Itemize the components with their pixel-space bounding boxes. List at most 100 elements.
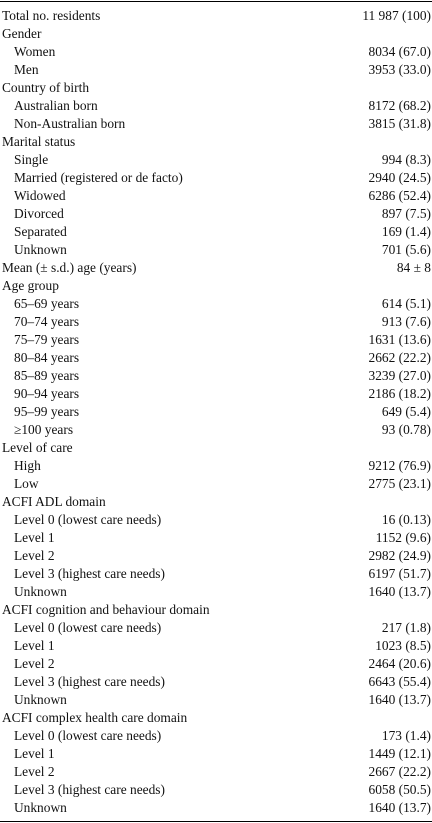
- row-label: Level 1: [14, 638, 55, 653]
- row-value: 1023 (8.5): [375, 638, 431, 653]
- row-label: Level 0 (lowest care needs): [14, 620, 162, 635]
- row-value: 1631 (13.6): [368, 332, 431, 347]
- row-value: 2464 (20.6): [368, 656, 431, 671]
- row-value: 2940 (24.5): [368, 170, 431, 185]
- row-label: Level of care: [2, 440, 73, 455]
- row-label: 70–74 years: [14, 314, 80, 329]
- table-row: Level 1 1449 (12.1): [0, 745, 432, 763]
- row-value: 93 (0.78): [381, 422, 431, 437]
- table-section-heading: Gender: [0, 25, 432, 43]
- row-label: Marital status: [2, 134, 76, 149]
- table-section-heading: ACFI complex health care domain: [0, 709, 432, 727]
- table-row: Level 2 2982 (24.9): [0, 547, 432, 565]
- table-row: Widowed 6286 (52.4): [0, 187, 432, 205]
- row-value: 701 (5.6): [381, 242, 431, 257]
- table-section-heading: Marital status: [0, 133, 432, 151]
- row-value: 9212 (76.9): [368, 458, 431, 473]
- row-value: 11 987 (100): [362, 8, 431, 23]
- row-label: ≥100 years: [14, 422, 74, 437]
- table-row: ≥100 years 93 (0.78): [0, 421, 432, 439]
- table-row: Level 1 1152 (9.6): [0, 529, 432, 547]
- row-value: 1152 (9.6): [375, 530, 431, 545]
- table-row: Divorced 897 (7.5): [0, 205, 432, 223]
- table-row: Mean (± s.d.) age (years) 84 ± 8: [0, 259, 432, 277]
- row-label: Unknown: [14, 584, 67, 599]
- row-value: 614 (5.1): [381, 296, 431, 311]
- row-value: 2667 (22.2): [368, 764, 431, 779]
- row-label: Age group: [2, 278, 59, 293]
- table-row: 65–69 years 614 (5.1): [0, 295, 432, 313]
- row-value: 3239 (27.0): [368, 368, 431, 383]
- row-label: ACFI cognition and behaviour domain: [2, 602, 210, 617]
- row-label: High: [14, 458, 41, 473]
- row-label: Level 3 (highest care needs): [14, 566, 165, 581]
- table-row: Non-Australian born 3815 (31.8): [0, 115, 432, 133]
- row-label: Country of birth: [2, 80, 90, 95]
- row-value: 2982 (24.9): [368, 548, 431, 563]
- table-row: Level 3 (highest care needs) 6197 (51.7): [0, 565, 432, 583]
- row-label: Level 1: [14, 530, 55, 545]
- row-label: 65–69 years: [14, 296, 80, 311]
- table-row: 80–84 years 2662 (22.2): [0, 349, 432, 367]
- row-value: 84 ± 8: [396, 260, 431, 275]
- row-label: ACFI ADL domain: [2, 494, 106, 509]
- row-label: ACFI complex health care domain: [2, 710, 188, 725]
- row-value: 6197 (51.7): [368, 566, 431, 581]
- table-row: Unknown 1640 (13.7): [0, 583, 432, 601]
- row-label: Low: [14, 476, 39, 491]
- bottom-rule: [0, 821, 432, 822]
- row-label: Divorced: [14, 206, 64, 221]
- table-section-heading: Country of birth: [0, 79, 432, 97]
- row-label: Level 0 (lowest care needs): [14, 728, 162, 743]
- table-section-heading: ACFI cognition and behaviour domain: [0, 601, 432, 619]
- row-label: Single: [14, 152, 49, 167]
- table-row: 95–99 years 649 (5.4): [0, 403, 432, 421]
- row-value: 2186 (18.2): [368, 386, 431, 401]
- table-body: Total no. residents 11 987 (100) Gender Wom…: [0, 7, 432, 817]
- table-row: Level 1 1023 (8.5): [0, 637, 432, 655]
- table-section-heading: Age group: [0, 277, 432, 295]
- row-label: Level 1: [14, 746, 55, 761]
- row-label: Separated: [14, 224, 67, 239]
- row-value: 897 (7.5): [381, 206, 431, 221]
- row-value: 2775 (23.1): [368, 476, 431, 491]
- row-value: 3953 (33.0): [368, 62, 431, 77]
- table-row: Unknown 1640 (13.7): [0, 799, 432, 817]
- row-value: 2662 (22.2): [368, 350, 431, 365]
- row-value: 169 (1.4): [381, 224, 431, 239]
- row-label: Married (registered or de facto): [14, 170, 183, 185]
- row-label: 80–84 years: [14, 350, 80, 365]
- row-value: 649 (5.4): [381, 404, 431, 419]
- row-label: 95–99 years: [14, 404, 80, 419]
- row-label: Gender: [2, 26, 42, 41]
- row-value: 6643 (55.4): [368, 674, 431, 689]
- row-label: Men: [14, 62, 39, 77]
- row-label: Level 2: [14, 656, 55, 671]
- table-row: Low 2775 (23.1): [0, 475, 432, 493]
- row-label: Unknown: [14, 692, 67, 707]
- row-value: 1640 (13.7): [368, 692, 431, 707]
- row-value: 173 (1.4): [381, 728, 431, 743]
- table-row: High 9212 (76.9): [0, 457, 432, 475]
- table-row: Level 0 (lowest care needs) 173 (1.4): [0, 727, 432, 745]
- table-row: 75–79 years 1631 (13.6): [0, 331, 432, 349]
- row-value: 994 (8.3): [381, 152, 431, 167]
- row-value: 1640 (13.7): [368, 800, 431, 815]
- row-value: 913 (7.6): [381, 314, 431, 329]
- row-label: Level 2: [14, 548, 55, 563]
- row-label: Australian born: [14, 98, 98, 113]
- table-row: Level 0 (lowest care needs) 16 (0.13): [0, 511, 432, 529]
- row-value: 6286 (52.4): [368, 188, 431, 203]
- table-row: Level 2 2464 (20.6): [0, 655, 432, 673]
- table-row: Unknown 701 (5.6): [0, 241, 432, 259]
- table-row: 85–89 years 3239 (27.0): [0, 367, 432, 385]
- row-label: Level 0 (lowest care needs): [14, 512, 162, 527]
- row-label: 85–89 years: [14, 368, 80, 383]
- row-value: 1640 (13.7): [368, 584, 431, 599]
- table-row: Level 3 (highest care needs) 6643 (55.4): [0, 673, 432, 691]
- table-row: Level 0 (lowest care needs) 217 (1.8): [0, 619, 432, 637]
- row-label: Widowed: [14, 188, 66, 203]
- row-value: 16 (0.13): [381, 512, 431, 527]
- row-label: 75–79 years: [14, 332, 80, 347]
